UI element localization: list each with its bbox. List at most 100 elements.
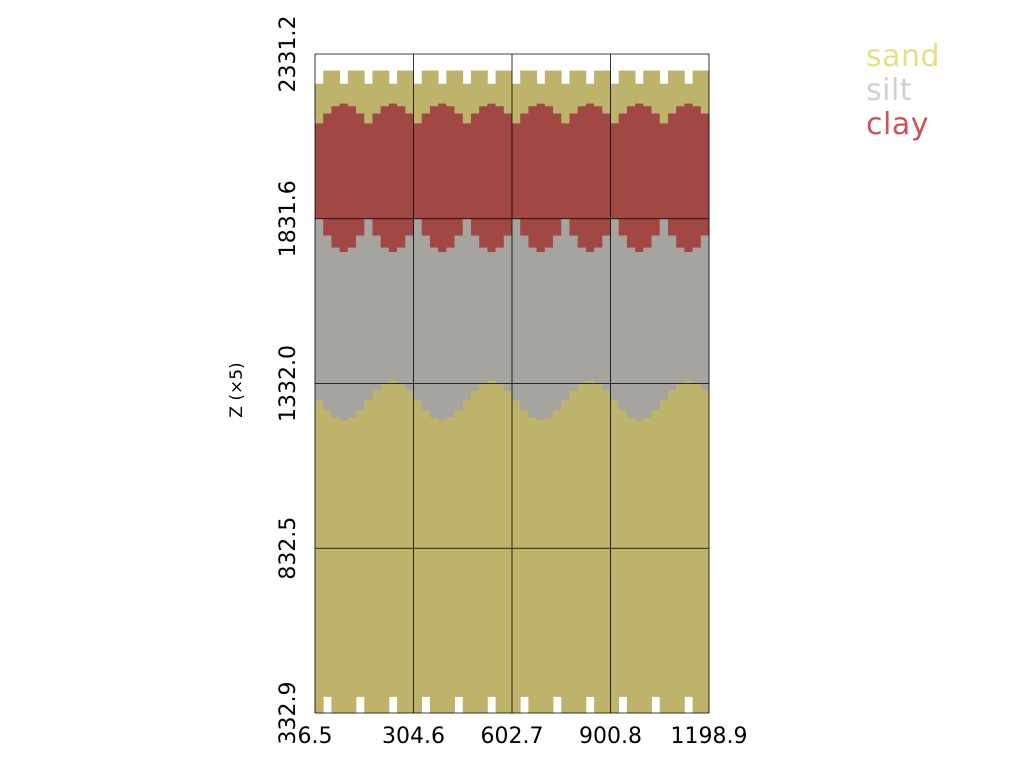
cell-sand <box>389 84 398 104</box>
cell-sand <box>652 410 661 697</box>
cell-clay <box>504 113 513 235</box>
cell-silt <box>331 247 340 417</box>
cell-silt <box>602 235 611 390</box>
cell-silt <box>594 247 603 383</box>
cell-sand <box>331 71 340 107</box>
cell-sand <box>627 417 636 713</box>
cell-silt <box>611 219 620 401</box>
cell-clay <box>660 123 669 219</box>
cell-clay <box>438 103 447 252</box>
cell-clay <box>397 106 406 248</box>
cell-sand <box>446 71 455 107</box>
cell-clay <box>627 106 636 248</box>
y-tick-label: 1332.0 <box>276 345 301 422</box>
cell-silt <box>372 235 381 390</box>
y-tick-label: 1831.6 <box>276 180 301 257</box>
cell-sand <box>586 380 595 697</box>
cell-silt <box>348 247 357 417</box>
cell-silt <box>381 247 390 383</box>
cell-sand <box>463 84 472 124</box>
cell-silt <box>315 219 324 401</box>
cell-clay <box>611 123 620 219</box>
cell-sand <box>602 390 611 713</box>
cell-silt <box>389 252 398 381</box>
cell-sand <box>323 410 332 697</box>
cell-sand <box>504 390 513 713</box>
cell-clay <box>537 103 546 252</box>
cell-silt <box>528 247 537 417</box>
cell-sand <box>463 400 472 713</box>
cell-sand <box>553 71 562 114</box>
cell-silt <box>684 252 693 381</box>
cell-sand <box>405 71 414 114</box>
cell-sand <box>643 417 652 713</box>
cell-silt <box>578 247 587 383</box>
cell-silt <box>430 247 439 417</box>
cell-sand <box>438 84 447 104</box>
cell-silt <box>422 235 431 410</box>
cell-sand <box>676 71 685 107</box>
cell-sand <box>471 71 480 114</box>
cell-silt <box>446 247 455 417</box>
cell-clay <box>652 113 661 235</box>
x-tick-label: 602.7 <box>481 724 544 749</box>
cell-sand <box>430 71 439 107</box>
cell-sand <box>619 71 628 114</box>
cell-sand <box>668 71 677 114</box>
cell-clay <box>594 106 603 248</box>
cell-silt <box>569 235 578 390</box>
cell-sand <box>635 420 644 714</box>
cell-silt <box>405 235 414 390</box>
cell-sand <box>372 71 381 114</box>
cell-sand <box>569 71 578 114</box>
cell-sand <box>389 380 398 697</box>
cell-sand <box>537 84 546 104</box>
cell-clay <box>496 106 505 248</box>
y-axis-label: Z (×5) <box>227 362 247 417</box>
cell-clay <box>479 106 488 248</box>
cell-sand <box>496 71 505 107</box>
cell-sand <box>364 400 373 713</box>
cell-sand <box>520 71 529 114</box>
cell-sand <box>512 84 521 124</box>
cell-sand <box>381 71 390 107</box>
cell-clay <box>340 103 349 252</box>
cell-sand <box>455 71 464 114</box>
cell-silt <box>676 247 685 383</box>
cell-sand <box>520 410 529 697</box>
cell-silt <box>537 252 546 421</box>
cell-sand <box>569 390 578 713</box>
cell-sand <box>701 390 710 713</box>
cell-clay <box>520 113 529 235</box>
x-tick-label: 900.8 <box>579 724 642 749</box>
cell-sand <box>348 417 357 713</box>
x-tick-label: 1198.9 <box>671 724 748 749</box>
cell-clay <box>471 113 480 235</box>
cell-clay <box>463 123 472 219</box>
cell-sand <box>684 380 693 697</box>
cell-clay <box>693 106 702 248</box>
y-tick-label: 2331.2 <box>276 16 301 93</box>
cell-sand <box>693 71 702 107</box>
legend-item-silt: silt <box>866 74 940 108</box>
x-tick-label: 304.6 <box>382 724 445 749</box>
cell-sand <box>331 417 340 713</box>
cell-silt <box>635 252 644 421</box>
cell-sand <box>414 84 423 124</box>
cell-silt <box>397 247 406 383</box>
cell-sand <box>356 410 365 697</box>
cell-clay <box>372 113 381 235</box>
y-tick-label: 832.5 <box>276 517 301 580</box>
cell-clay <box>381 106 390 248</box>
cell-sand <box>537 420 546 714</box>
cell-silt <box>660 219 669 401</box>
cell-silt <box>455 235 464 410</box>
cell-sand <box>619 410 628 697</box>
cell-sand <box>405 390 414 713</box>
cell-sand <box>578 71 587 107</box>
cell-sand <box>545 71 554 107</box>
cell-clay <box>422 113 431 235</box>
cell-sand <box>528 417 537 713</box>
cell-sand <box>660 400 669 713</box>
cell-clay <box>676 106 685 248</box>
